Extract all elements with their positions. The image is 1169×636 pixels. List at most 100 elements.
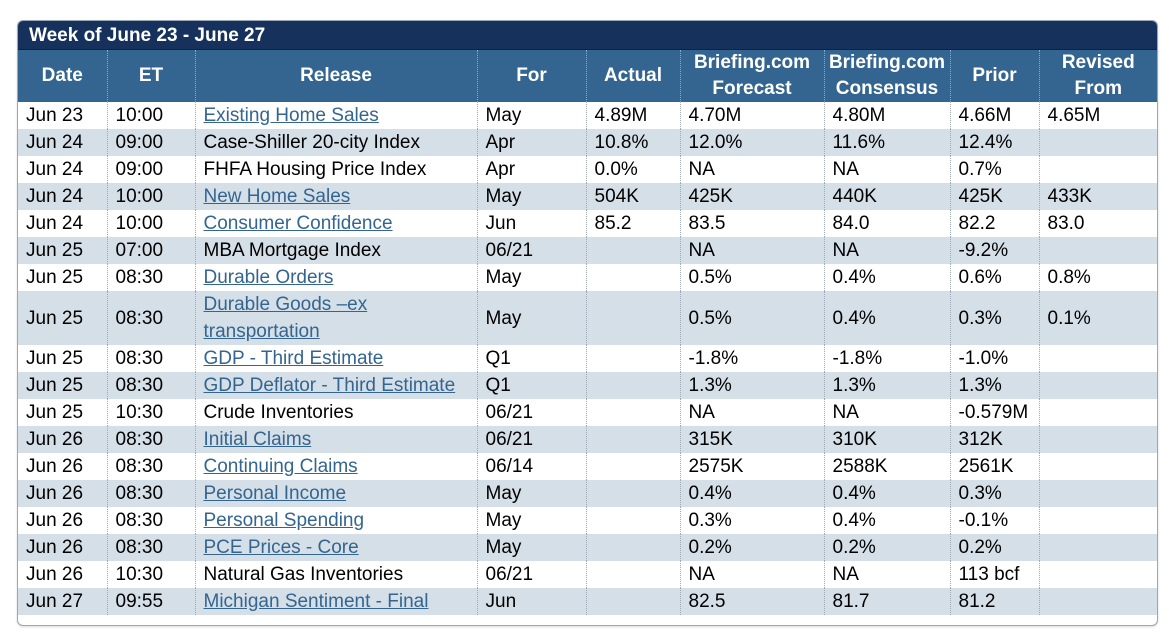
cell-date: Jun 24: [18, 129, 107, 156]
cell-actual: [585, 426, 680, 453]
table-row: Jun 23 10:00 Existing Home Sales May 4.89M 4.…: [18, 102, 1157, 129]
col-header-revised-line2: From: [1074, 78, 1123, 99]
cell-consensus: -1.8%: [823, 345, 950, 372]
release-link[interactable]: Initial Claims: [203, 429, 312, 450]
release-link[interactable]: GDP - Third Estimate: [203, 348, 384, 369]
cell-forecast: 2575K: [679, 453, 824, 480]
cell-et: 08:30: [106, 453, 195, 480]
cell-actual: [585, 534, 680, 561]
cell-for: May: [476, 183, 586, 210]
cell-et: 08:30: [106, 426, 195, 453]
cell-consensus: NA: [823, 561, 950, 588]
cell-date: Jun 25: [18, 237, 107, 264]
cell-et: 09:00: [106, 129, 195, 156]
col-header-consensus-line1: Briefing.com: [828, 52, 946, 73]
cell-date: Jun 25: [18, 372, 107, 399]
cell-date: Jun 25: [18, 345, 107, 372]
cell-forecast: 0.4%: [679, 480, 824, 507]
cell-prior: -0.1%: [949, 507, 1039, 534]
cell-forecast: 82.5: [679, 588, 824, 615]
cell-et: 10:00: [106, 102, 195, 129]
col-header-forecast: Briefing.com Forecast: [679, 50, 824, 102]
cell-forecast: NA: [679, 561, 824, 588]
cell-prior: 113 bcf: [949, 561, 1039, 588]
release-link[interactable]: Personal Income: [203, 483, 347, 504]
cell-release: Crude Inventories: [194, 399, 477, 426]
cell-actual: [585, 507, 680, 534]
col-header-forecast-line2: Forecast: [712, 78, 792, 99]
cell-release: Durable Goods –ex transportation: [194, 291, 477, 345]
cell-actual: [585, 588, 680, 615]
cell-prior: 4.66M: [949, 102, 1039, 129]
cell-consensus: 0.2%: [823, 534, 950, 561]
header-row: Date ET Release For Actual Briefing.com …: [18, 50, 1157, 102]
cell-for: Q1: [476, 345, 586, 372]
cell-for: Apr: [476, 129, 586, 156]
cell-date: Jun 26: [18, 561, 107, 588]
cell-revised: [1038, 129, 1157, 156]
release-link[interactable]: Durable Goods –ex transportation: [203, 294, 368, 342]
cell-date: Jun 26: [18, 534, 107, 561]
release-link[interactable]: Personal Spending: [203, 510, 365, 531]
cell-revised: [1038, 156, 1157, 183]
table-row: Jun 26 08:30 PCE Prices - Core May 0.2% 0.2% 0…: [18, 534, 1157, 561]
table-row: Jun 24 09:00 FHFA Housing Price Index Apr 0.…: [18, 156, 1157, 183]
cell-prior: 425K: [949, 183, 1039, 210]
release-link[interactable]: Continuing Claims: [203, 456, 358, 477]
release-link[interactable]: Consumer Confidence: [203, 213, 393, 234]
cell-revised: [1038, 561, 1157, 588]
release-link[interactable]: Existing Home Sales: [203, 105, 379, 126]
cell-forecast: 0.5%: [679, 291, 824, 345]
cell-prior: 0.7%: [949, 156, 1039, 183]
release-link[interactable]: New Home Sales: [203, 186, 351, 207]
table-row: Jun 24 10:00 New Home Sales May 504K 425K 440K…: [18, 183, 1157, 210]
release-link[interactable]: Durable Orders: [203, 267, 334, 288]
cell-for: 06/14: [476, 453, 586, 480]
table-row: Jun 25 08:30 GDP Deflator - Third Estimate…: [18, 372, 1157, 399]
cell-date: Jun 25: [18, 399, 107, 426]
release-link[interactable]: Michigan Sentiment - Final: [203, 591, 429, 612]
cell-et: 10:30: [106, 399, 195, 426]
cell-revised: [1038, 480, 1157, 507]
cell-for: May: [476, 507, 586, 534]
cell-for: May: [476, 264, 586, 291]
cell-et: 08:30: [106, 507, 195, 534]
cell-consensus: 0.4%: [823, 264, 950, 291]
cell-forecast: 4.70M: [679, 102, 824, 129]
col-header-release: Release: [194, 50, 477, 102]
cell-consensus: NA: [823, 156, 950, 183]
table-row: Jun 26 08:30 Initial Claims 06/21 315K 310K 31…: [18, 426, 1157, 453]
table-row: Jun 26 10:30 Natural Gas Inventories 06/21 N…: [18, 561, 1157, 588]
cell-prior: 0.3%: [949, 480, 1039, 507]
cell-actual: [585, 291, 680, 345]
cell-prior: 12.4%: [949, 129, 1039, 156]
cell-consensus: 2588K: [823, 453, 950, 480]
cell-actual: 0.0%: [585, 156, 680, 183]
cell-prior: 81.2: [949, 588, 1039, 615]
col-header-revised-line1: Revised: [1061, 52, 1135, 73]
cell-date: Jun 24: [18, 210, 107, 237]
cell-consensus: 0.4%: [823, 507, 950, 534]
table-row: Jun 25 08:30 Durable Goods –ex transportat…: [18, 291, 1157, 345]
cell-et: 08:30: [106, 372, 195, 399]
cell-revised: [1038, 426, 1157, 453]
table-row: Jun 25 08:30 GDP - Third Estimate Q1 -1.8% -1…: [18, 345, 1157, 372]
cell-revised: 0.8%: [1038, 264, 1157, 291]
release-link[interactable]: PCE Prices - Core: [203, 537, 359, 558]
cell-release: New Home Sales: [194, 183, 477, 210]
cell-release: Initial Claims: [194, 426, 477, 453]
cell-date: Jun 26: [18, 453, 107, 480]
cell-release: Case-Shiller 20-city Index: [194, 129, 477, 156]
cell-for: 06/21: [476, 237, 586, 264]
cell-prior: -0.579M: [949, 399, 1039, 426]
cell-forecast: 1.3%: [679, 372, 824, 399]
cell-forecast: 83.5: [679, 210, 824, 237]
cell-for: Jun: [476, 588, 586, 615]
table-row: Jun 26 08:30 Personal Spending May 0.3% 0.4% -…: [18, 507, 1157, 534]
cell-forecast: NA: [679, 237, 824, 264]
release-link[interactable]: GDP Deflator - Third Estimate: [203, 375, 456, 396]
cell-prior: 82.2: [949, 210, 1039, 237]
cell-actual: [585, 453, 680, 480]
col-header-revised: Revised From: [1038, 50, 1157, 102]
cell-actual: [585, 372, 680, 399]
